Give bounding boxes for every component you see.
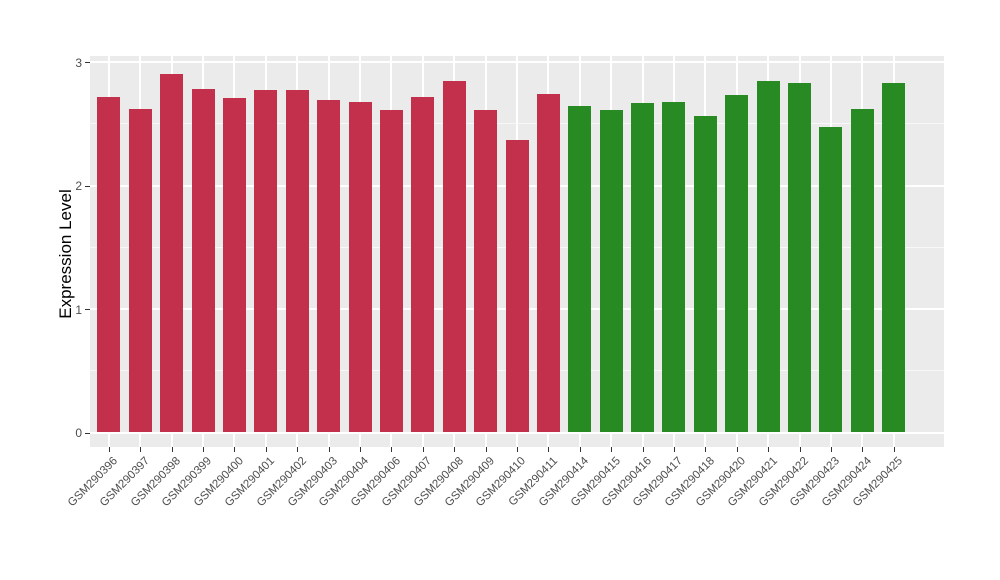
x-tick-mark	[297, 447, 299, 452]
bar-GSM290399	[191, 89, 215, 433]
y-tick-label: 0	[75, 426, 82, 440]
bar-GSM290401	[254, 90, 278, 433]
bar-GSM290418	[693, 116, 717, 433]
x-tick-mark	[360, 447, 361, 452]
bar-GSM290404	[348, 101, 372, 433]
bar-GSM290417	[662, 101, 686, 433]
bar-GSM290406	[379, 110, 403, 433]
bar-GSM290411	[536, 94, 560, 433]
plot-panel	[90, 56, 944, 447]
x-tick-mark	[234, 447, 236, 452]
x-tick-mark	[171, 447, 173, 452]
bar-GSM290423	[819, 127, 843, 433]
x-tick-mark	[108, 447, 110, 452]
y-tick-mark	[85, 185, 90, 187]
x-tick-mark	[830, 447, 832, 452]
x-tick-mark	[391, 447, 393, 452]
x-tick-mark	[265, 447, 267, 452]
bar-GSM290403	[317, 100, 341, 433]
bar-GSM290415	[599, 110, 623, 433]
bar-GSM290402	[285, 90, 309, 433]
bar-GSM290397	[128, 108, 152, 433]
x-tick-mark	[548, 447, 550, 452]
x-tick-mark	[203, 447, 205, 452]
bar-GSM290409	[474, 110, 498, 433]
y-tick-mark	[85, 62, 90, 63]
bar-GSM290407	[411, 96, 435, 433]
x-tick-mark	[454, 447, 456, 452]
x-tick-mark	[673, 447, 675, 452]
x-tick-mark	[642, 447, 644, 452]
bar-GSM290410	[505, 139, 529, 433]
x-tick-mark	[705, 447, 707, 452]
y-axis-title: Expression Level	[56, 189, 75, 319]
x-tick-mark	[485, 447, 487, 452]
bar-GSM290420	[725, 95, 749, 433]
x-tick-mark	[611, 447, 613, 452]
bar-GSM290400	[222, 97, 246, 433]
bar-GSM290414	[568, 106, 592, 433]
y-tick-label: 1	[75, 302, 82, 317]
x-tick-mark	[328, 447, 330, 452]
x-tick-mark	[736, 447, 738, 452]
x-tick-mark	[579, 447, 581, 452]
y-tick-label: 2	[75, 179, 82, 193]
bar-GSM290408	[442, 80, 466, 433]
bar-GSM290422	[788, 82, 812, 433]
bar-GSM290398	[160, 74, 184, 433]
x-tick-mark	[862, 447, 864, 452]
x-tick-mark	[893, 447, 895, 452]
x-tick-mark	[517, 447, 518, 452]
x-tick-mark	[768, 447, 770, 452]
y-tick-mark	[85, 309, 90, 310]
bar-GSM290424	[850, 108, 874, 433]
x-tick-mark	[799, 447, 801, 452]
bar-GSM290421	[756, 80, 780, 433]
bar-GSM290396	[97, 96, 121, 433]
y-tick-mark	[85, 432, 90, 434]
x-tick-mark	[140, 447, 142, 452]
x-tick-mark	[422, 447, 424, 452]
y-tick-label: 3	[75, 55, 82, 70]
bar-GSM290416	[631, 102, 655, 433]
bar-GSM290425	[882, 82, 906, 433]
